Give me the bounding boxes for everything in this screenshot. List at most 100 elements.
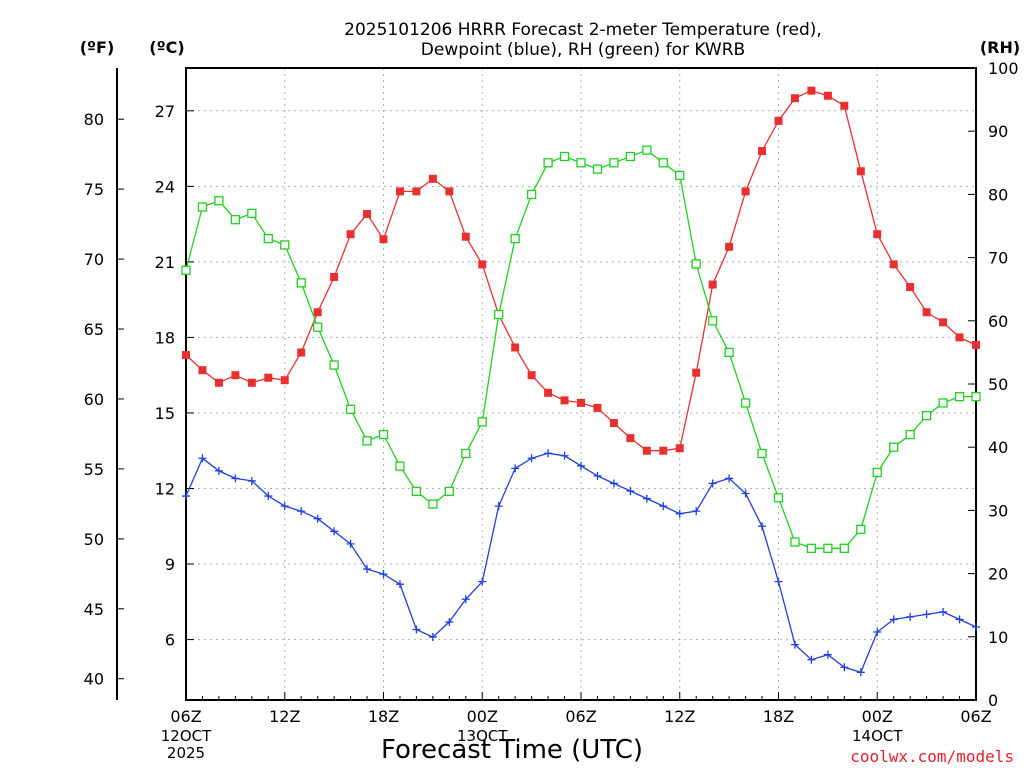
- rh-point: [740, 398, 751, 408]
- source-credit: coolwx.com/models: [850, 747, 1014, 766]
- dewpoint-point: [807, 655, 816, 664]
- rh-point: [806, 543, 817, 553]
- temperature-point: [346, 230, 355, 239]
- dewpoint-point: [264, 492, 273, 501]
- dewpoint-point: [330, 527, 339, 536]
- temperature-point: [807, 86, 816, 95]
- rh-point: [823, 543, 833, 553]
- dewpoint-point: [346, 539, 355, 548]
- dewpoint-point: [955, 615, 964, 624]
- dewpoint-point: [922, 610, 931, 619]
- rh-point: [428, 499, 438, 509]
- dewpoint-point: [659, 502, 668, 511]
- temperature-point: [593, 403, 602, 412]
- temperature-point: [330, 272, 339, 281]
- dewpoint-point: [692, 507, 701, 516]
- temperature-point: [363, 210, 372, 219]
- temperature-point: [659, 446, 668, 455]
- temperature-point: [889, 260, 898, 269]
- chart-title-line-2: Dewpoint (blue), RH (green) for KWRB: [421, 40, 745, 60]
- temperature-point: [231, 371, 240, 380]
- temperature-point: [297, 348, 306, 357]
- celsius-tick-label: 6: [165, 631, 175, 650]
- temperature-point: [642, 446, 651, 455]
- x-axis-title: Forecast Time (UTC): [381, 735, 643, 765]
- temperature-point: [428, 174, 437, 183]
- rh-point: [362, 436, 372, 446]
- x-axis-labels: 06Z 12Z 18Z 00Z 06Z 12Z 18Z 00Z 06Z12OCT202513OC…: [161, 692, 992, 762]
- dewpoint-point: [445, 617, 454, 626]
- dewpoint-point: [198, 454, 207, 463]
- rh-point: [263, 233, 273, 244]
- celsius-tick-label: 15: [155, 404, 175, 423]
- rh-point: [675, 170, 685, 181]
- temperature-point: [725, 242, 734, 251]
- temperature-point: [445, 187, 454, 196]
- dewpoint-point: [675, 509, 684, 518]
- temperature-line: [185, 90, 977, 452]
- temperature-point: [264, 373, 273, 382]
- rh-point: [477, 417, 487, 427]
- rh-point: [971, 391, 981, 402]
- fahrenheit-tick-label: 55: [84, 460, 104, 479]
- dewpoint-point: [873, 628, 882, 637]
- temperature-point: [511, 343, 520, 352]
- rh-point: [345, 404, 356, 414]
- dewpoint-point: [511, 464, 520, 473]
- rh-point: [395, 461, 405, 471]
- dewpoint-point: [708, 479, 717, 488]
- rh-tick-label: 20: [988, 565, 1008, 584]
- temperature-point: [873, 230, 882, 239]
- x-date-label: 2025: [167, 744, 205, 762]
- temperature-point: [182, 351, 190, 360]
- fahrenheit-tick-label: 60: [84, 390, 104, 409]
- dewpoint-point: [461, 595, 470, 604]
- temperature-point: [198, 366, 207, 375]
- rh-point: [658, 158, 668, 168]
- dewpoint-point: [395, 580, 404, 589]
- chart-title-line-1: 2025101206 HRRR Forecast 2-meter Tempera…: [344, 20, 822, 40]
- celsius-tick-label: 24: [155, 177, 175, 196]
- rh-series: [181, 145, 981, 553]
- x-tick-label: 00Z: [862, 707, 893, 726]
- rh-tick-label: 10: [988, 628, 1008, 647]
- dewpoint-series: [182, 449, 980, 677]
- celsius-tick-label: 21: [155, 253, 175, 272]
- temperature-point: [774, 116, 783, 125]
- fahrenheit-unit-label: (ºF): [80, 38, 115, 57]
- rh-point: [938, 398, 948, 408]
- rh-tick-label: 80: [988, 185, 1008, 204]
- rh-point: [296, 278, 306, 288]
- rh-tick-label: 100: [988, 59, 1019, 78]
- rh-point: [642, 145, 652, 155]
- temperature-point: [675, 444, 684, 453]
- temperature-point: [461, 232, 470, 241]
- fahrenheit-tick-label: 75: [84, 180, 104, 199]
- rh-point: [856, 524, 866, 535]
- temperature-point: [840, 101, 849, 110]
- fahrenheit-tick-label: 65: [84, 320, 104, 339]
- temperature-point: [955, 333, 964, 342]
- rh-point: [773, 493, 784, 503]
- temperature-series: [182, 86, 980, 455]
- rh-point: [921, 410, 932, 421]
- rh-point: [214, 196, 224, 206]
- x-tick-label: 12Z: [664, 707, 695, 726]
- temperature-point: [560, 396, 569, 405]
- temperature-point: [247, 378, 256, 387]
- rh-point: [444, 486, 454, 497]
- axes: 6 9 12 15 18 21 24 27 40 45 50 55 60 65 70 75 80 0 10 20 30 4…: [84, 59, 1019, 710]
- celsius-tick-label: 27: [155, 102, 175, 121]
- rh-tick-label: 50: [988, 375, 1008, 394]
- dewpoint-point: [182, 492, 190, 501]
- rh-point: [592, 164, 603, 174]
- fahrenheit-tick-label: 40: [84, 670, 104, 689]
- rh-point: [790, 537, 800, 547]
- celsius-tick-label: 12: [155, 479, 175, 498]
- rh-point: [872, 467, 882, 478]
- dewpoint-point: [527, 454, 536, 463]
- x-tick-label: 18Z: [368, 707, 399, 726]
- rh-unit-label: (RH): [980, 38, 1020, 57]
- rh-point: [329, 360, 339, 370]
